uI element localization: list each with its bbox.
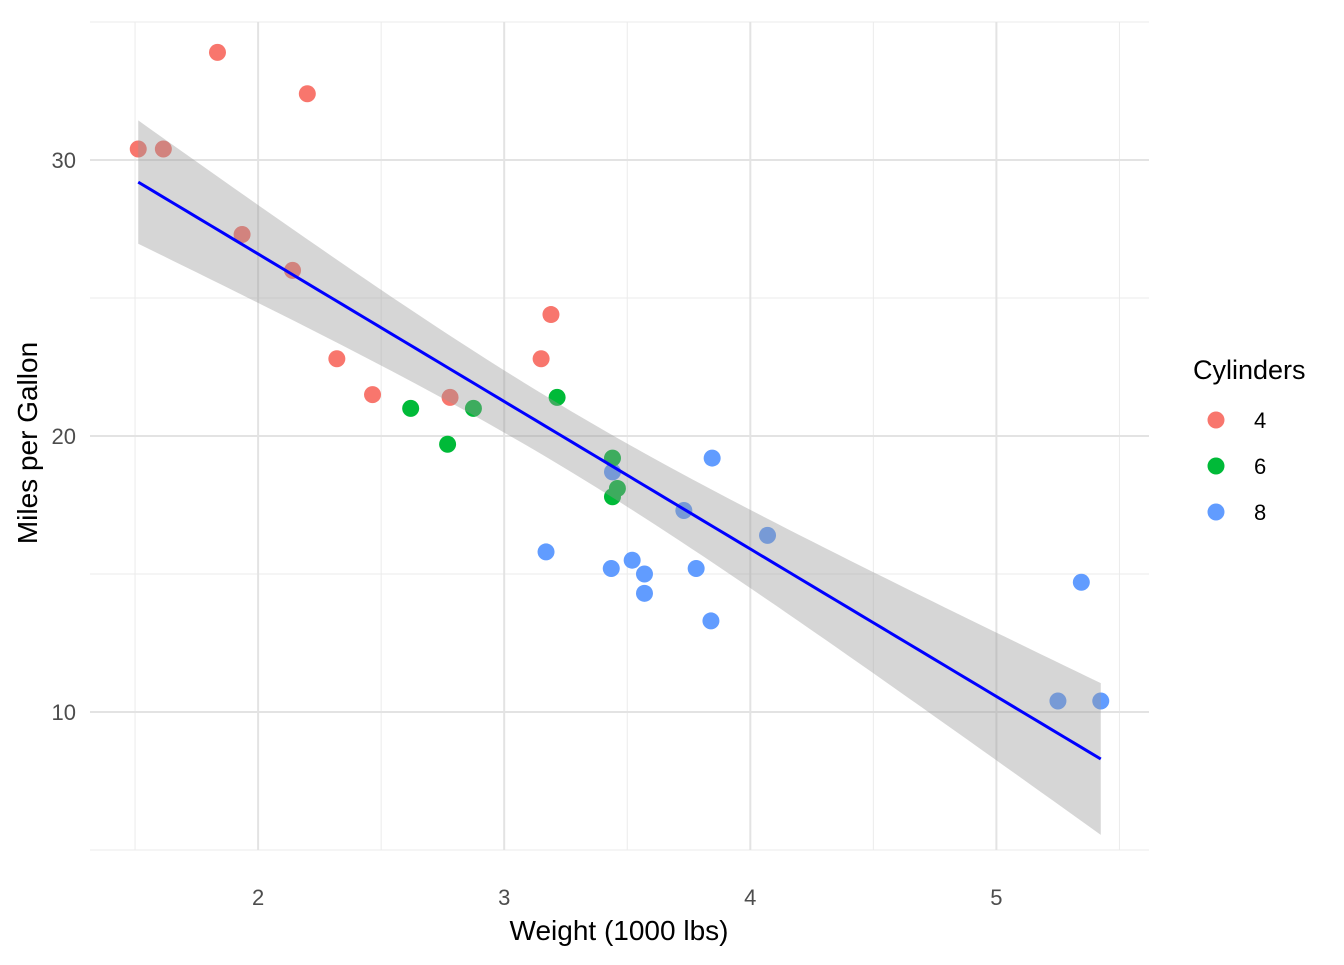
- grid: [90, 21, 1149, 851]
- y-tick-label: 10: [52, 700, 76, 725]
- legend-key-4: [1207, 411, 1225, 429]
- confidence-band: [138, 120, 1101, 835]
- data-point: [635, 584, 653, 602]
- legend-key-8: [1207, 503, 1225, 521]
- data-point: [603, 488, 621, 506]
- legend-title: Cylinders: [1193, 355, 1306, 385]
- data-point: [537, 543, 555, 561]
- legend-label-8: 8: [1254, 500, 1266, 525]
- data-point: [439, 435, 457, 453]
- x-axis-label: Weight (1000 lbs): [510, 915, 729, 946]
- data-point: [129, 140, 147, 158]
- data-point: [402, 399, 420, 417]
- x-tick-label: 3: [498, 885, 510, 910]
- tick-labels: 2 3 4 5 10 20 30: [52, 148, 1003, 910]
- legend-key-6: [1207, 457, 1225, 475]
- data-point: [233, 226, 251, 244]
- confidence-band-layer: [137, 120, 1102, 835]
- data-point: [284, 261, 302, 279]
- data-point: [1049, 692, 1067, 710]
- x-tick-label: 5: [990, 885, 1002, 910]
- data-point: [532, 350, 550, 368]
- points-layer: [129, 43, 1110, 710]
- data-point: [548, 388, 566, 406]
- data-point: [1092, 692, 1110, 710]
- data-point: [1072, 573, 1090, 591]
- data-point: [328, 350, 346, 368]
- y-tick-label: 30: [52, 148, 76, 173]
- data-point: [759, 526, 777, 544]
- y-axis-label: Miles per Gallon: [12, 342, 43, 544]
- data-point: [703, 449, 721, 467]
- data-point: [702, 612, 720, 630]
- x-tick-label: 2: [252, 885, 264, 910]
- data-point: [542, 306, 560, 324]
- data-point: [464, 399, 482, 417]
- data-point: [623, 551, 641, 569]
- data-point: [298, 85, 316, 103]
- data-point: [635, 565, 653, 583]
- data-point: [154, 140, 172, 158]
- legend: Cylinders 4 6 8: [1193, 355, 1306, 525]
- y-tick-label: 20: [52, 424, 76, 449]
- data-point: [687, 559, 705, 577]
- x-tick-label: 4: [744, 885, 756, 910]
- regression-line: [137, 180, 1102, 761]
- legend-label-4: 4: [1254, 408, 1266, 433]
- data-point: [602, 559, 620, 577]
- data-point: [364, 386, 382, 404]
- data-point: [441, 388, 459, 406]
- data-point: [208, 43, 226, 61]
- legend-label-6: 6: [1254, 454, 1266, 479]
